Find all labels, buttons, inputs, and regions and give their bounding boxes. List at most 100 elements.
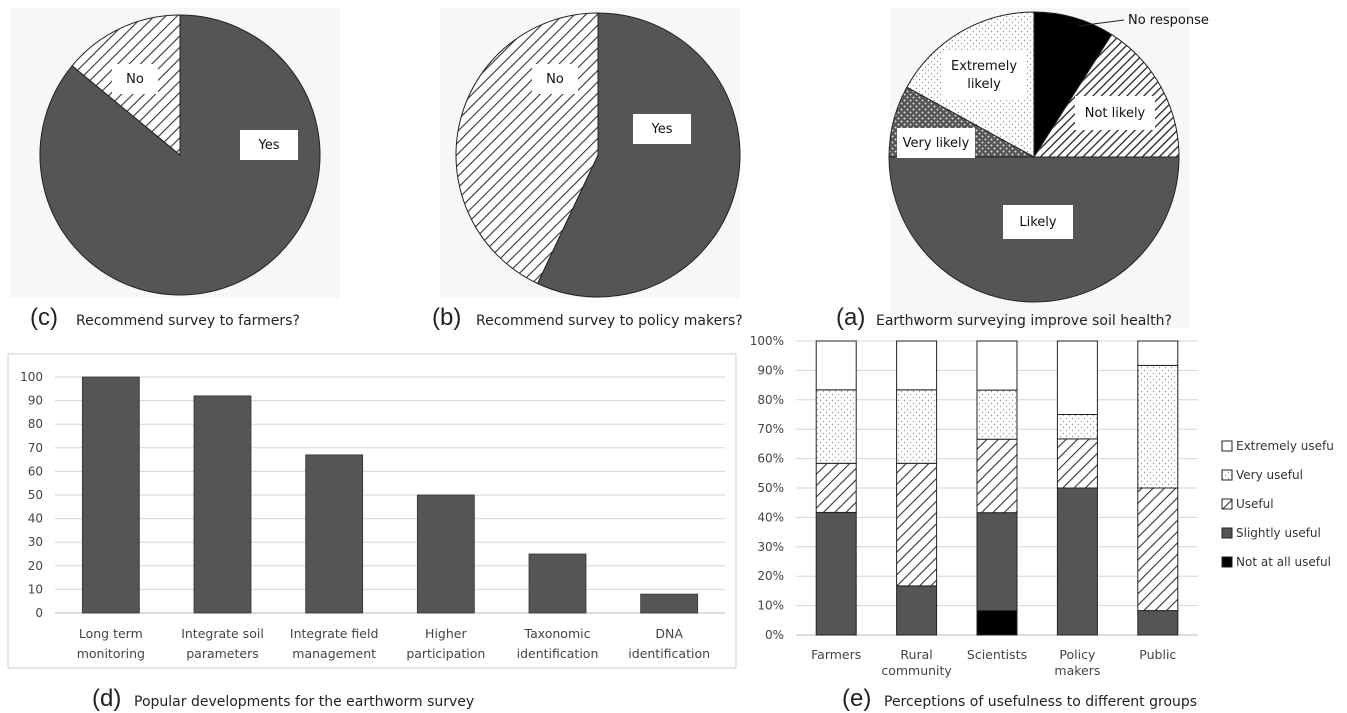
- bar-e-ytick: 30%: [757, 540, 784, 554]
- pie-a-label-box-not-likely: [1075, 96, 1155, 130]
- pie-a-label-no-response: No response: [1128, 13, 1209, 28]
- caption-b-title: Recommend survey to policy makers?: [476, 313, 743, 329]
- pie-c-label-box-yes: [240, 130, 298, 160]
- pie-a-label-not-likely: Not likely: [1085, 106, 1146, 121]
- bar-e-segment-very-useful-2: [976, 389, 1018, 440]
- pie-a-label-extremely-likely: Extremely: [951, 59, 1017, 74]
- pie-a-callout-line: [1077, 19, 1125, 27]
- bar-e-category-label: Scientists: [967, 647, 1027, 662]
- pie-b-slice-yes: [536, 12, 741, 298]
- bar-d-category-label: Long term: [79, 626, 143, 641]
- bar-e-segment-slightly-useful-3: [1056, 487, 1098, 636]
- caption-d-letter: (d): [92, 685, 121, 712]
- caption-d-title: Popular developments for the earthworm s…: [134, 694, 474, 710]
- bar-d-ytick: 20: [28, 559, 43, 573]
- bar-e-ytick: 90%: [757, 363, 784, 377]
- legend-label-not-at-all-useful: Not at all useful: [1236, 555, 1331, 569]
- caption-c-title: Recommend survey to farmers?: [76, 313, 300, 329]
- pie-a-label-box-very-likely: [897, 128, 975, 158]
- bar-d-bar-5: [640, 593, 699, 614]
- bar-e-ytick: 80%: [757, 393, 784, 407]
- bar-d-category-label: Integrate field: [290, 626, 378, 641]
- bar-d-bar-3: [416, 494, 475, 614]
- bar-e-category-label: community: [881, 663, 952, 678]
- bar-d-ytick: 30: [28, 535, 43, 549]
- pie-b-label-box-yes: [633, 114, 691, 144]
- bar-e-segment-not-at-all-useful-2: [976, 610, 1018, 636]
- legend-label-useful: Useful: [1236, 497, 1274, 511]
- caption-a-letter: (a): [836, 304, 865, 331]
- bar-e-segment-slightly-useful-4: [1137, 610, 1179, 636]
- bar-d-category-label: parameters: [186, 646, 259, 661]
- stacked-bar-chart-usefulness: 0% 10% 20% 30% 40% 50% 60% 70% 80% 90% 100% Farmers…: [750, 334, 1198, 678]
- bar-d-ytick: 60: [28, 464, 43, 478]
- pie-c-label-yes: Yes: [258, 138, 280, 153]
- pie-a-label-box-likely: [1003, 205, 1073, 239]
- bar-e-ytick: 60%: [757, 452, 784, 466]
- pie-c-label-no: No: [126, 72, 144, 87]
- bar-e-ytick: 40%: [757, 510, 784, 524]
- legend-label-slightly-useful: Slightly useful: [1236, 526, 1321, 540]
- pie-a-slice-no-response: [1033, 11, 1113, 159]
- bar-e-ytick: 70%: [757, 422, 784, 436]
- pie-a-label-extremely-likely: likely: [967, 77, 1001, 92]
- bar-e-segment-extremely-usefu-3: [1056, 340, 1098, 415]
- bar-e-category-label: Farmers: [811, 647, 861, 662]
- legend-swatch-very-useful: [1221, 469, 1233, 481]
- bar-e-ytick: 10%: [757, 599, 784, 613]
- bar-d-bar-0: [81, 376, 140, 614]
- bar-e-segment-extremely-usefu-0: [815, 340, 857, 391]
- bar-d-category-label: identification: [628, 646, 710, 661]
- bar-d-category-label: management: [292, 646, 376, 661]
- bar-d-category-label: Higher: [425, 626, 467, 641]
- caption-e-letter: (e): [842, 685, 871, 712]
- bar-d-category-label: Integrate soil: [181, 626, 264, 641]
- pie-b-label-no: No: [546, 72, 564, 87]
- bar-e-segment-useful-3: [1056, 438, 1098, 489]
- pie-c-label-box-no: [112, 64, 158, 94]
- bar-chart-popular-developments: 0 10 20 30 40 50 60 70 80 90 100 Long term monitorin…: [20, 370, 725, 661]
- pie-b-label-yes: Yes: [651, 122, 673, 137]
- pie-a-label-very-likely: Very likely: [903, 136, 970, 151]
- bar-e-category-label: makers: [1054, 663, 1100, 678]
- pie-chart-improve-soil-health: Not likely Likely Very likely Extremely like…: [888, 11, 1209, 303]
- legend-swatch-not-at-all-useful: [1221, 556, 1233, 568]
- caption-a-title: Earthworm surveying improve soil health?: [876, 313, 1172, 329]
- pie-chart-recommend-policy-makers: Yes No: [455, 12, 741, 298]
- pie-a-label-likely: Likely: [1019, 215, 1057, 230]
- bar-e-category-label: Rural: [900, 647, 932, 662]
- bar-e-ytick: 20%: [757, 569, 784, 583]
- bar-d-ytick: 0: [35, 606, 43, 620]
- pie-a-label-box-extremely-likely: [943, 50, 1025, 100]
- bar-d-category-label: participation: [406, 646, 485, 661]
- bar-d-ytick: 90: [28, 394, 43, 408]
- legend-label-extremely-usefu: Extremely usefu: [1236, 439, 1334, 453]
- bar-e-segment-very-useful-3: [1056, 414, 1098, 440]
- bar-e-ytick: 0%: [765, 628, 784, 642]
- caption-c-letter: (c): [30, 304, 58, 331]
- bar-e-segment-extremely-usefu-2: [976, 340, 1018, 391]
- bar-e-segment-useful-0: [815, 462, 857, 513]
- bar-d-bar-1: [193, 395, 252, 614]
- pie-b-label-box-no: [532, 64, 578, 94]
- bar-d-bar-2: [305, 454, 364, 614]
- legend-swatch-slightly-useful: [1221, 527, 1233, 539]
- bar-e-segment-extremely-usefu-1: [896, 340, 938, 391]
- bar-d-ytick: 100: [20, 370, 43, 384]
- legend-swatch-useful: [1221, 498, 1233, 510]
- bar-e-ytick: 100%: [750, 334, 784, 348]
- bar-d-category-label: DNA: [655, 626, 683, 641]
- bar-d-ytick: 50: [28, 488, 43, 502]
- bar-e-segment-extremely-usefu-4: [1137, 340, 1179, 366]
- legend-label-very-useful: Very useful: [1236, 468, 1303, 482]
- bar-d-ytick: 40: [28, 512, 43, 526]
- bar-d-category-label: Taxonomic: [524, 626, 591, 641]
- legend-swatch-extremely-usefu: [1221, 440, 1233, 452]
- bar-d-category-label: identification: [517, 646, 599, 661]
- caption-e-title: Perceptions of usefulness to different g…: [884, 694, 1197, 710]
- legend-usefulness: Extremely usefu Very useful Useful Slightly…: [1221, 439, 1334, 569]
- bar-d-ytick: 10: [28, 582, 43, 596]
- bar-e-segment-slightly-useful-2: [976, 512, 1018, 612]
- bar-e-segment-useful-1: [896, 462, 938, 587]
